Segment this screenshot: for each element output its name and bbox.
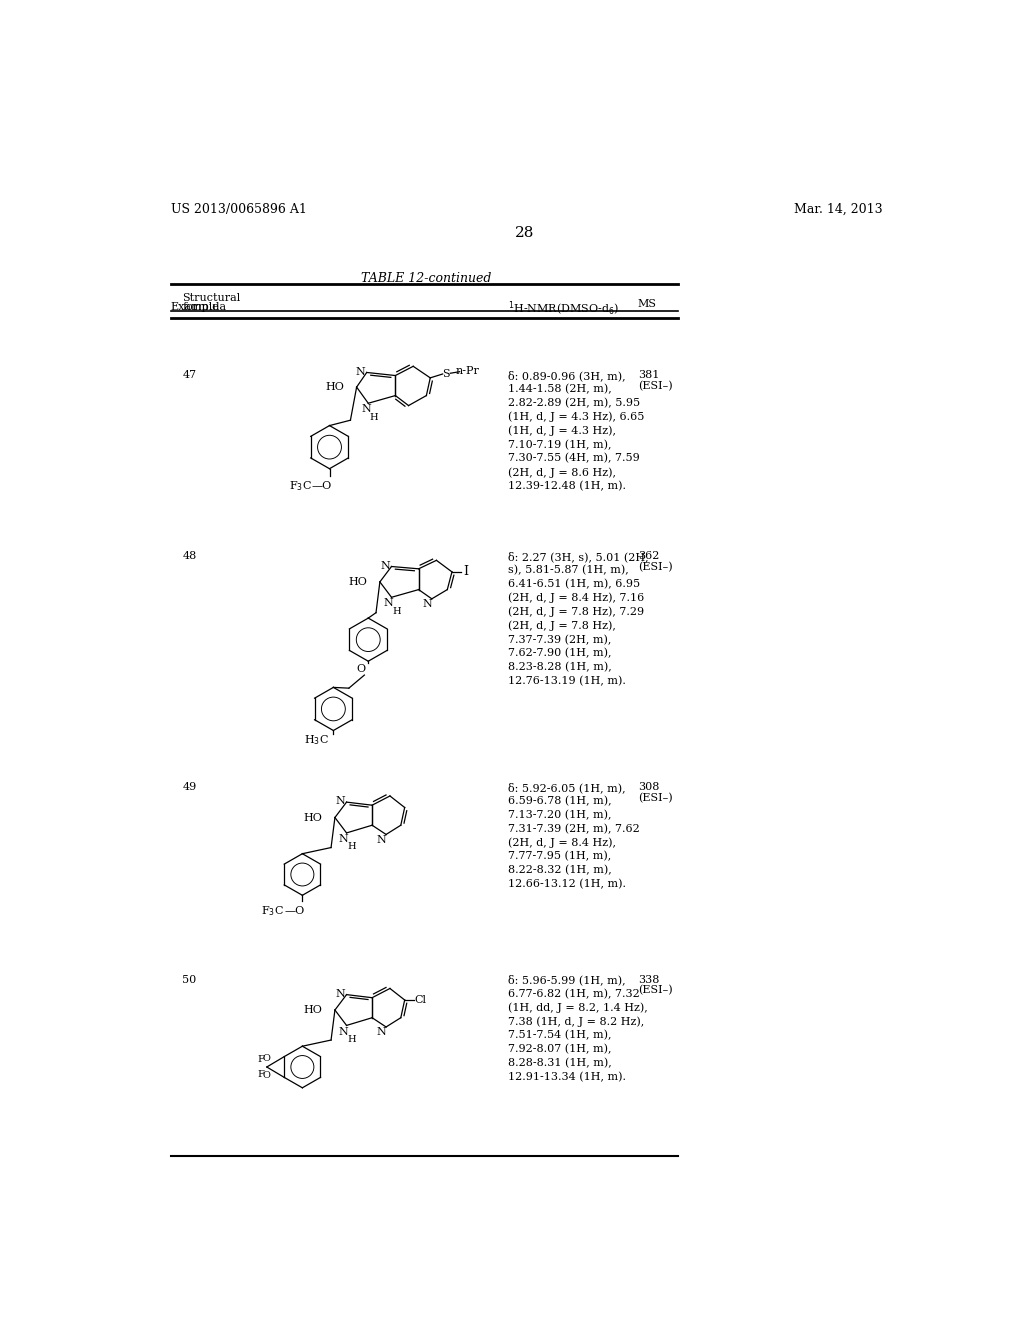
Text: N: N [377, 1027, 386, 1038]
Text: HO: HO [326, 381, 344, 392]
Text: 381: 381 [638, 370, 659, 380]
Text: I: I [464, 565, 468, 578]
Text: O: O [356, 664, 366, 675]
Text: US 2013/0065896 A1: US 2013/0065896 A1 [171, 203, 306, 216]
Text: —O: —O [311, 482, 332, 491]
Text: (ESI–): (ESI–) [638, 562, 673, 572]
Text: Structural: Structural [182, 293, 241, 304]
Text: δ: 5.96-5.99 (1H, m),
6.77-6.82 (1H, m), 7.32
(1H, dd, J = 8.2, 1.4 Hz),
7.38 (1: δ: 5.96-5.99 (1H, m), 6.77-6.82 (1H, m),… [508, 974, 647, 1082]
Text: —O: —O [285, 906, 305, 916]
Text: N: N [384, 598, 393, 609]
Text: 338: 338 [638, 974, 659, 985]
Text: (ESI–): (ESI–) [638, 381, 673, 391]
Text: Example: Example [171, 302, 219, 313]
Text: N: N [377, 834, 386, 845]
Text: MS: MS [638, 300, 657, 309]
Text: H: H [348, 1035, 356, 1044]
Text: N: N [339, 1027, 348, 1036]
Text: N: N [361, 404, 371, 414]
Text: N: N [336, 989, 345, 999]
Text: formula: formula [182, 302, 226, 313]
Text: HO: HO [304, 813, 323, 822]
Text: 48: 48 [182, 552, 197, 561]
Text: (ESI–): (ESI–) [638, 793, 673, 803]
Text: 47: 47 [182, 370, 197, 380]
Text: H: H [370, 413, 378, 421]
Text: Cl: Cl [414, 995, 426, 1005]
Text: N: N [339, 834, 348, 843]
Text: H$_3$C: H$_3$C [304, 733, 329, 747]
Text: H: H [348, 842, 356, 851]
Text: F$_3$C: F$_3$C [261, 904, 285, 917]
Text: n-Pr: n-Pr [456, 366, 479, 376]
Text: 49: 49 [182, 781, 197, 792]
Text: N: N [381, 561, 390, 570]
Text: δ: 0.89-0.96 (3H, m),
1.44-1.58 (2H, m),
2.82-2.89 (2H, m), 5.95
(1H, d, J = 4.3: δ: 0.89-0.96 (3H, m), 1.44-1.58 (2H, m),… [508, 370, 644, 491]
Text: H: H [392, 607, 401, 615]
Text: N: N [355, 367, 366, 376]
Text: δ: 5.92-6.05 (1H, m),
6.59-6.78 (1H, m),
7.13-7.20 (1H, m),
7.31-7.39 (2H, m), 7: δ: 5.92-6.05 (1H, m), 6.59-6.78 (1H, m),… [508, 781, 640, 888]
Text: $^1$H-NMR(DMSO-d$_6$): $^1$H-NMR(DMSO-d$_6$) [508, 300, 620, 318]
Text: (ESI–): (ESI–) [638, 985, 673, 995]
Text: N: N [336, 796, 345, 807]
Text: 308: 308 [638, 781, 659, 792]
Text: F: F [257, 1055, 264, 1064]
Text: HO: HO [349, 577, 368, 587]
Text: δ: 2.27 (3H, s), 5.01 (2H,
s), 5.81-5.87 (1H, m),
6.41-6.51 (1H, m), 6.95
(2H, d: δ: 2.27 (3H, s), 5.01 (2H, s), 5.81-5.87… [508, 552, 648, 686]
Text: HO: HO [304, 1005, 323, 1015]
Text: Mar. 14, 2013: Mar. 14, 2013 [795, 203, 883, 216]
Text: F: F [257, 1071, 264, 1080]
Text: F$_3$C: F$_3$C [289, 479, 311, 494]
Text: 362: 362 [638, 552, 659, 561]
Text: 28: 28 [515, 226, 535, 240]
Text: O: O [262, 1071, 270, 1080]
Text: N: N [422, 599, 432, 610]
Text: TABLE 12-continued: TABLE 12-continued [361, 272, 492, 285]
Text: O: O [262, 1055, 270, 1063]
Text: S: S [442, 370, 450, 379]
Text: 50: 50 [182, 974, 197, 985]
